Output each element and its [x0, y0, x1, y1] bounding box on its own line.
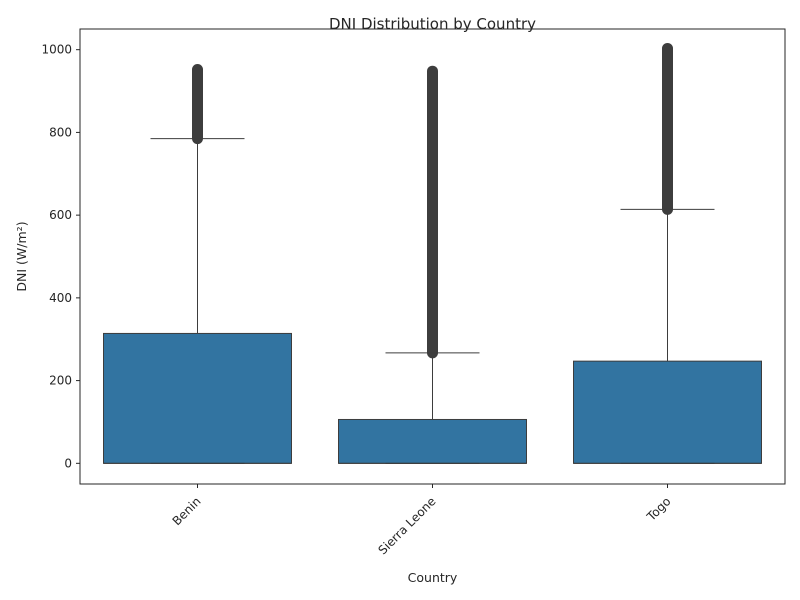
- y-tick-label: 200: [49, 374, 72, 388]
- box-group: [103, 64, 292, 464]
- y-axis-ticks: 0 200 400 600 800 1000: [41, 43, 80, 470]
- box-group: [338, 65, 527, 464]
- box-iqr: [103, 332, 292, 464]
- box-iqr: [338, 418, 527, 464]
- outlier-points: [662, 42, 673, 215]
- plot-area: [103, 42, 762, 464]
- y-tick-label: 600: [49, 208, 72, 222]
- chart-title: DNI Distribution by Country: [329, 15, 536, 33]
- y-tick-label: 400: [49, 291, 72, 305]
- x-axis-label: Country: [408, 570, 458, 585]
- y-tick-label: 1000: [41, 43, 72, 57]
- box-iqr: [573, 360, 762, 464]
- y-tick-label: 800: [49, 125, 72, 139]
- y-tick-label: 0: [64, 456, 72, 470]
- box-group: [573, 42, 762, 464]
- outlier-points: [427, 65, 438, 359]
- outlier-points: [192, 64, 203, 145]
- y-axis-label: DNI (W/m²): [14, 221, 29, 291]
